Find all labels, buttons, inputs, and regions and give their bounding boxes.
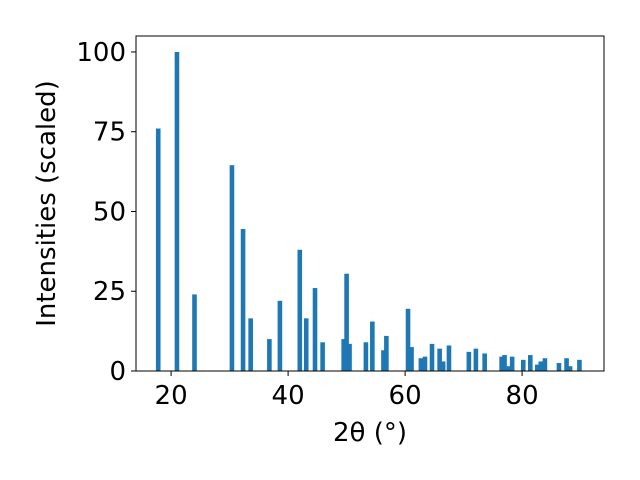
bar: [341, 339, 346, 371]
bar: [520, 359, 526, 371]
bar: [567, 366, 573, 371]
bar: [303, 318, 309, 371]
bar: [538, 361, 544, 371]
y-tick-label: 100: [76, 38, 126, 68]
bar: [174, 51, 180, 371]
x-tick-label: 80: [506, 381, 539, 411]
bar: [429, 343, 435, 371]
y-axis-label: Intensities (scaled): [32, 80, 62, 327]
bar: [312, 288, 318, 371]
bar: [509, 356, 515, 371]
bar: [320, 342, 325, 371]
plot-frame: [135, 35, 605, 372]
bar: [405, 308, 411, 371]
bar: [527, 355, 533, 371]
bar: [437, 348, 442, 371]
bar: [363, 342, 369, 371]
x-axis-label: 2θ (°): [333, 418, 407, 448]
bar: [502, 355, 507, 371]
bar: [192, 294, 197, 371]
bar: [418, 358, 424, 371]
bar: [446, 345, 452, 371]
bar: [297, 249, 303, 371]
bar: [482, 353, 487, 371]
y-tick-label: 75: [93, 118, 126, 148]
bar: [535, 364, 540, 371]
x-axis-ticks: 20 40 60 80: [155, 371, 539, 411]
bar: [229, 165, 235, 371]
bar: [248, 318, 253, 371]
bar: [370, 321, 375, 371]
y-tick-label: 0: [109, 357, 126, 387]
bar: [556, 363, 562, 371]
bar: [267, 339, 272, 371]
x-tick-label: 20: [155, 381, 188, 411]
bar: [466, 351, 472, 371]
y-tick-label: 50: [93, 197, 126, 227]
bars-group: [155, 51, 582, 371]
bar: [505, 366, 511, 371]
bar: [422, 356, 428, 371]
x-tick-label: 60: [389, 381, 422, 411]
bar: [155, 128, 161, 371]
bar: [499, 356, 504, 371]
y-axis-ticks: 0 25 50 75 100: [76, 38, 136, 387]
bar: [240, 229, 246, 371]
bar: [542, 358, 548, 371]
bar: [577, 359, 582, 371]
bar: [564, 358, 569, 371]
bar: [344, 273, 349, 371]
bar: [347, 343, 352, 371]
bar: [440, 361, 446, 371]
x-tick-label: 40: [272, 381, 305, 411]
bar: [384, 335, 389, 371]
bar: [381, 350, 386, 371]
bar: [409, 347, 414, 371]
bar: [473, 348, 479, 371]
bar: [277, 300, 283, 371]
y-tick-label: 25: [93, 277, 126, 307]
